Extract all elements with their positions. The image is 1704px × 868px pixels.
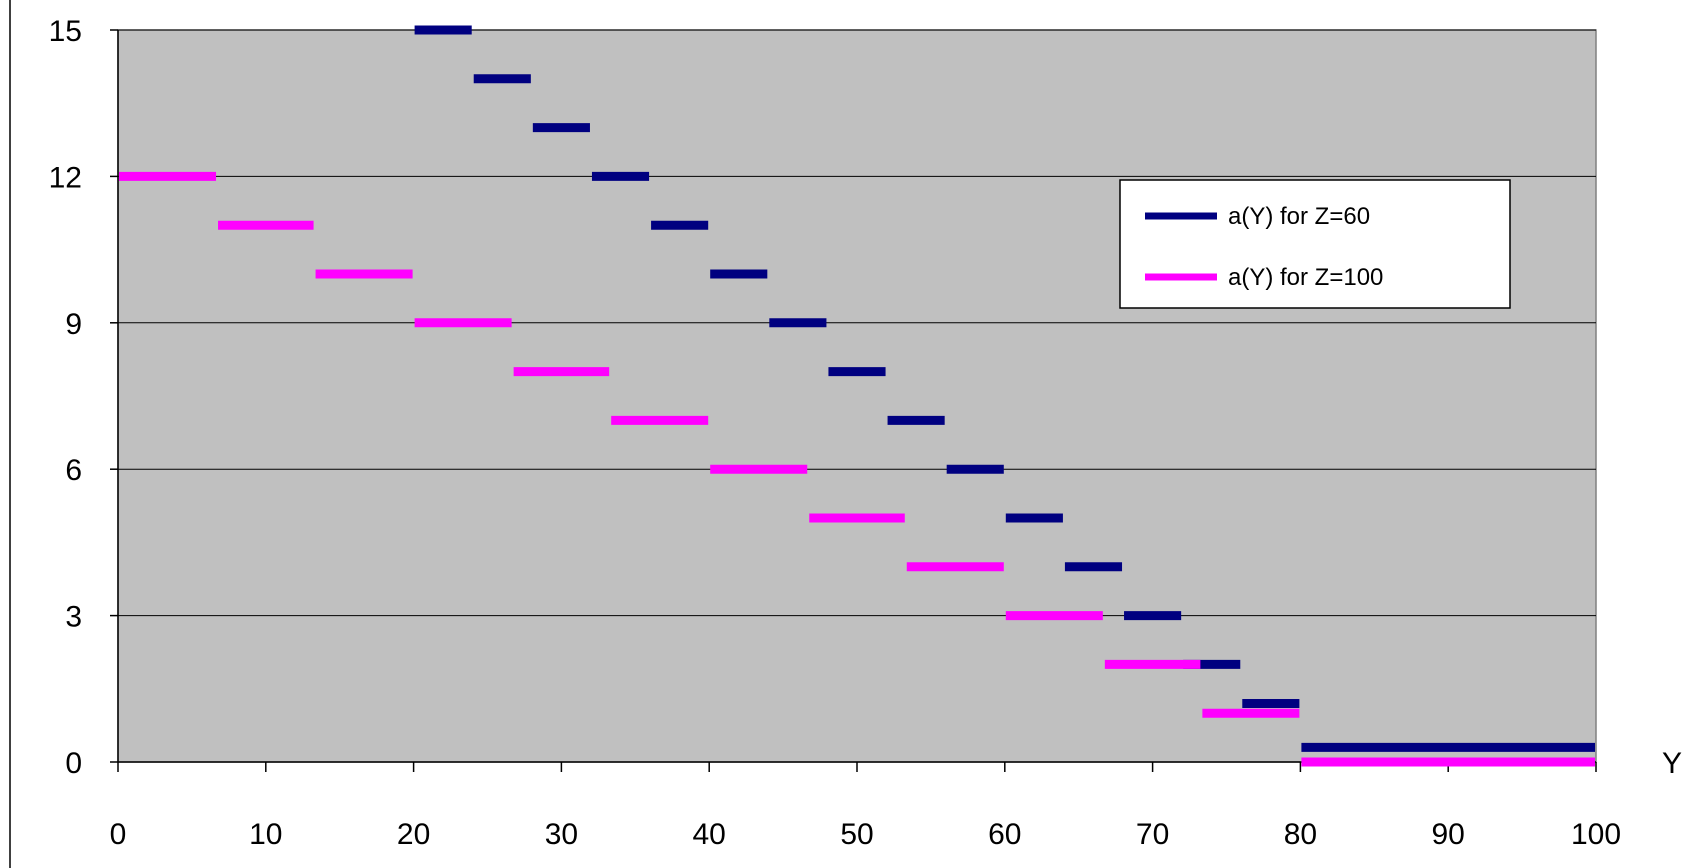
x-tick-label-5: 50 [840,818,873,851]
y-tick-label-1: 3 [65,601,82,634]
x-tick-label-7: 70 [1136,818,1169,851]
legend-box [1119,179,1511,309]
x-axis-title: Y [1662,747,1682,780]
x-tick-label-6: 60 [988,818,1021,851]
legend: a(Y) for Z=60 a(Y) for Z=100 [1119,179,1511,309]
x-tick-label-1: 10 [249,818,282,851]
x-tick-label-4: 40 [693,818,726,851]
y-tick-label-5: 15 [49,15,82,48]
x-tick-label-9: 90 [1432,818,1465,851]
legend-label-z60: a(Y) for Z=60 [1228,203,1370,230]
legend-label-z100: a(Y) for Z=100 [1228,264,1383,291]
gridlines [118,29,1596,617]
x-tick-label-2: 20 [397,818,430,851]
series-0 [414,25,1595,752]
y-tick-label-0: 0 [65,747,82,780]
y-axis-ticks: 0 3 6 9 12 15 [49,15,118,780]
series-1 [119,171,1595,767]
series-layer [119,25,1595,767]
x-tick-label-8: 80 [1284,818,1317,851]
y-tick-label-3: 9 [65,308,82,341]
x-axis-ticks: 0 10 20 30 40 50 60 70 80 90 100 [110,762,1621,851]
x-tick-label-3: 30 [545,818,578,851]
y-tick-label-2: 6 [65,454,82,487]
x-tick-label-0: 0 [110,818,127,851]
plot-area [117,29,1597,763]
x-tick-label-10: 100 [1571,818,1621,851]
y-tick-label-4: 12 [49,161,82,194]
